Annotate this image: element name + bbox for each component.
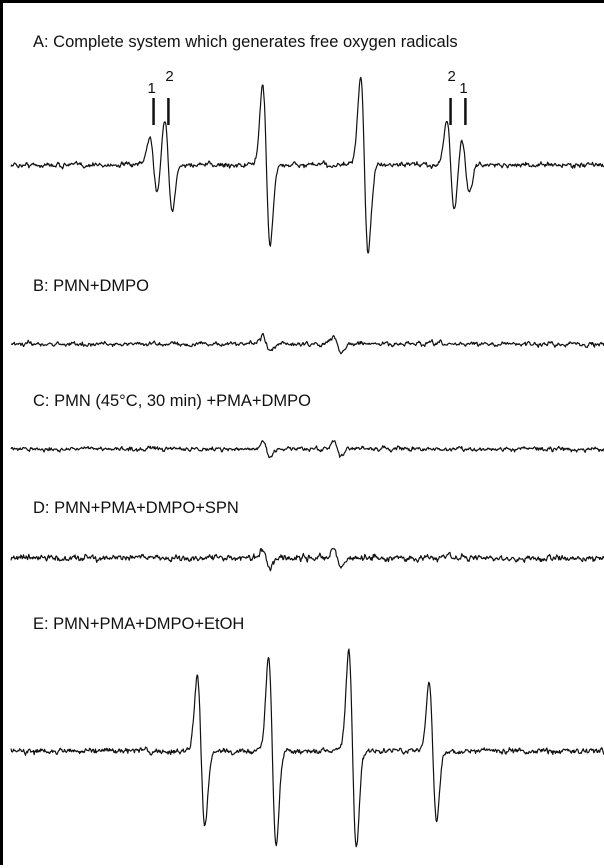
spectrum-trace-b — [10, 332, 604, 355]
spectrum-trace-d — [10, 547, 604, 572]
spectra-traces: 12 21 — [10, 68, 604, 848]
spectrum-trace-c — [10, 440, 604, 459]
panel-e-label: E: PMN+PMA+DMPO+EtOH — [33, 615, 245, 633]
peak-marker-label: 1 — [459, 80, 467, 97]
peak-marker-label: 2 — [165, 68, 173, 85]
panel-a-label: A: Complete system which generates free … — [33, 33, 458, 51]
panel-d-label: D: PMN+PMA+DMPO+SPN — [33, 499, 239, 517]
panel-b-label: B: PMN+DMPO — [33, 277, 149, 295]
spectrum-trace-e — [10, 648, 604, 848]
panel-c-label: C: PMN (45°C, 30 min) +PMA+DMPO — [33, 392, 311, 410]
peak-marker-label: 1 — [148, 80, 156, 97]
peak-marker-label: 2 — [448, 68, 456, 85]
spectrum-trace-a — [10, 76, 604, 254]
